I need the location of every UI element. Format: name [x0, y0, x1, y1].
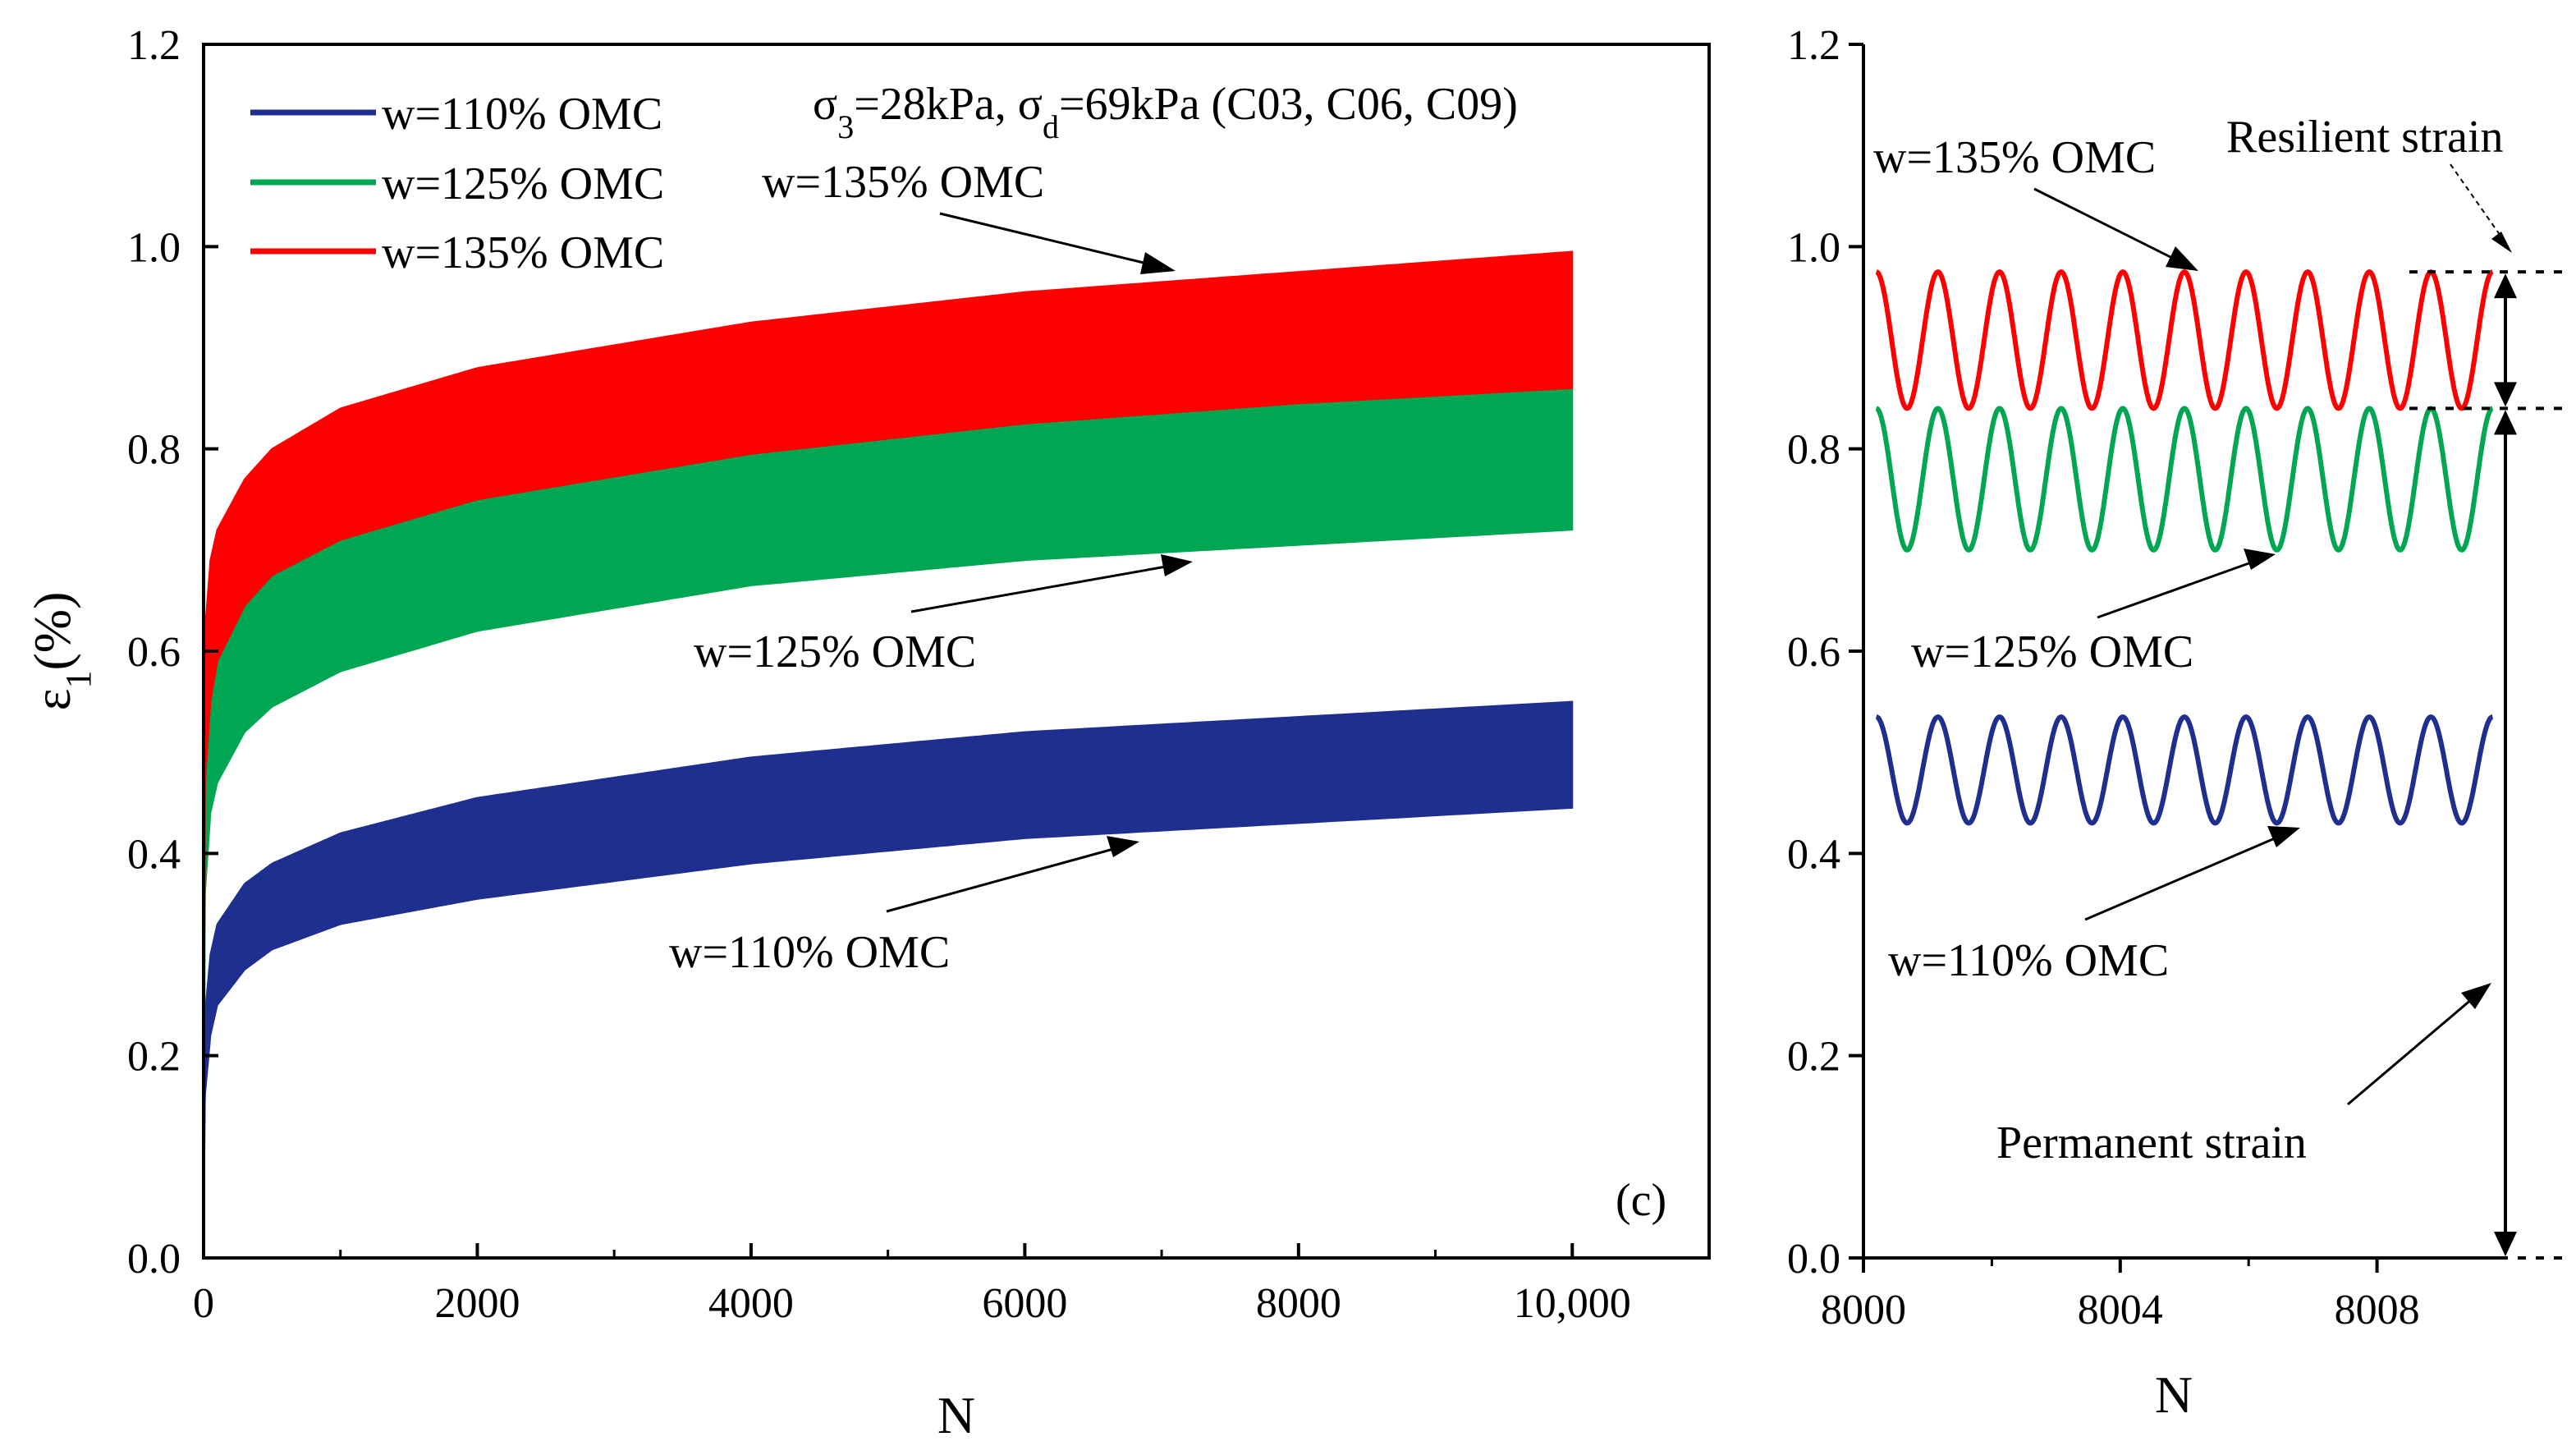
- strain-band-w110: [203, 700, 1574, 1258]
- left-arrow-w110: [886, 842, 1132, 913]
- left-x-tick-label: 8000: [1256, 1280, 1341, 1327]
- sigmad-symbol: σ: [1018, 79, 1043, 130]
- right-x-axis-ticks: 8000 8004 8008: [1821, 1258, 2420, 1333]
- left-arrowhead-w125: [1161, 554, 1193, 576]
- left-x-tick-label: 6000: [982, 1280, 1067, 1327]
- resilient-strain-pointer: [2450, 163, 2509, 247]
- left-y-tick-label: 1.2: [127, 22, 181, 69]
- left-annotation-w125: w=125% OMC: [694, 627, 976, 677]
- left-arrow-w125: [910, 562, 1185, 613]
- legend-label-w110: w=110% OMC: [382, 89, 662, 140]
- left-y-tick-label: 0.6: [127, 629, 181, 676]
- right-annotation-w110: w=110% OMC: [1888, 935, 2169, 986]
- right-x-axis-title: N: [2155, 1365, 2193, 1424]
- left-annotation-w135: w=135% OMC: [762, 157, 1044, 208]
- left-x-tick-label: 10,000: [1514, 1280, 1631, 1327]
- sigma3-subscript: 3: [837, 108, 854, 145]
- right-arrowhead-w110: [2267, 826, 2300, 847]
- cycle-line-w125: [1875, 406, 2494, 553]
- chart-title: σ3=28kPa, σd=69kPa (C03, C06, C09): [813, 79, 1518, 145]
- right-arrowhead-w125: [2244, 548, 2276, 570]
- sigma3-value: =28kPa,: [854, 79, 1018, 130]
- legend-label-w125: w=125% OMC: [382, 158, 664, 209]
- sigma3-symbol: σ: [813, 79, 837, 130]
- left-x-axis-ticks: 0 2000 4000 6000 8000 10,000: [193, 1243, 1631, 1327]
- cycle-line-w110: [1875, 714, 2494, 826]
- left-y-tick-label: 0.2: [127, 1034, 181, 1081]
- right-y-tick-label: 0.0: [1787, 1236, 1840, 1283]
- left-x-axis-title: N: [937, 1386, 975, 1444]
- left-arrow-w135: [939, 212, 1168, 270]
- right-y-tick-label: 1.2: [1787, 22, 1840, 69]
- left-arrowhead-w135: [1140, 252, 1176, 274]
- left-y-tick-label: 1.0: [127, 224, 181, 271]
- legend: w=110% OMC w=125% OMC w=135% OMC: [250, 89, 664, 278]
- right-cycle-lines: [1875, 269, 2494, 826]
- left-arrowhead-w110: [1107, 836, 1139, 857]
- resilient-strain-arrow-head-bottom: [2494, 382, 2517, 407]
- panel-label: (c): [1616, 1175, 1666, 1226]
- left-y-axis-ticks: 0.0 0.2 0.4 0.6 0.8 1.0 1.2: [127, 22, 218, 1283]
- permanent-strain-pointer: [2347, 988, 2484, 1106]
- right-x-tick-label: 8000: [1821, 1287, 1906, 1333]
- right-annotation-w125: w=125% OMC: [1911, 627, 2193, 677]
- strain-dimension-arrows: [2409, 270, 2565, 1260]
- strain-band-w135: [203, 250, 1574, 1258]
- right-x-tick-label: 8004: [2078, 1287, 2163, 1333]
- permanent-strain-arrow-head-top: [2494, 410, 2517, 435]
- left-x-tick-label: 0: [193, 1280, 214, 1327]
- left-strain-bands: [203, 250, 1574, 1258]
- left-y-tick-label: 0.4: [127, 831, 181, 878]
- left-x-tick-label: 2000: [434, 1280, 520, 1327]
- left-chart-panel: 0 2000 4000 6000 8000 10,000 0.0 0.2 0.4 0.6 0.8 1…: [23, 22, 1711, 1444]
- y-axis-unit: (%): [23, 592, 81, 671]
- resilient-strain-label: Resilient strain: [2226, 112, 2504, 163]
- left-y-axis-title: ε1(%): [23, 592, 99, 711]
- resilient-strain-pointer-head: [2491, 232, 2512, 253]
- right-arrow-w135: [2033, 187, 2191, 269]
- left-y-tick-label: 0.0: [127, 1236, 181, 1283]
- right-y-tick-label: 1.0: [1787, 224, 1840, 271]
- left-y-tick-label: 0.8: [127, 427, 181, 474]
- y-axis-epsilon: ε: [23, 689, 81, 711]
- right-y-tick-label: 0.8: [1787, 427, 1840, 474]
- right-arrow-w125: [2097, 555, 2268, 619]
- permanent-strain-arrow-head-bottom: [2494, 1232, 2517, 1256]
- permanent-strain-pointer-head: [2461, 983, 2491, 1009]
- sigmad-value: =69kPa (C03, C06, C09): [1059, 79, 1518, 130]
- right-y-tick-label: 0.4: [1787, 831, 1840, 878]
- right-y-tick-label: 0.6: [1787, 629, 1840, 676]
- right-arrow-w110: [2084, 829, 2293, 921]
- resilient-strain-arrow-head-top: [2494, 273, 2517, 299]
- right-y-tick-label: 0.2: [1787, 1034, 1840, 1081]
- right-y-axis-ticks: 0.0 0.2 0.4 0.6 0.8 1.0 1.2: [1787, 22, 1863, 1283]
- left-annotation-w110: w=110% OMC: [669, 927, 950, 978]
- left-x-tick-label: 4000: [708, 1280, 794, 1327]
- right-chart-panel: 8000 8004 8008 0.0 0.2 0.4 0.6 0.8 1.0 1.2 N w=1…: [1787, 22, 2565, 1424]
- right-annotation-w135: w=135% OMC: [1873, 132, 2156, 183]
- sigmad-subscript: d: [1043, 108, 1059, 145]
- legend-label-w135: w=135% OMC: [382, 227, 664, 278]
- right-arrowhead-w135: [2166, 246, 2198, 271]
- right-x-tick-label: 8008: [2335, 1287, 2420, 1333]
- cycle-line-w135: [1875, 269, 2494, 411]
- permanent-strain-label: Permanent strain: [1996, 1118, 2307, 1168]
- y-axis-subscript: 1: [58, 671, 99, 689]
